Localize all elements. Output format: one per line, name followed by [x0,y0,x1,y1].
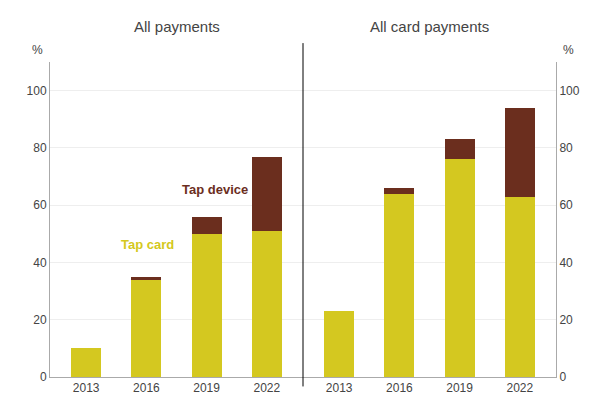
svg-text:60: 60 [559,198,573,212]
svg-text:2016: 2016 [133,381,160,395]
svg-text:2019: 2019 [446,381,473,395]
svg-text:0: 0 [40,370,47,384]
svg-text:0: 0 [559,370,566,384]
svg-text:2022: 2022 [254,381,281,395]
svg-text:Tap device: Tap device [182,182,248,197]
svg-text:100: 100 [27,84,47,98]
svg-text:2022: 2022 [507,381,534,395]
svg-text:20: 20 [559,313,573,327]
svg-text:%: % [32,43,43,57]
svg-text:80: 80 [33,141,47,155]
svg-text:2016: 2016 [386,381,413,395]
svg-text:40: 40 [559,256,573,270]
svg-text:Tap card: Tap card [121,237,174,252]
svg-text:2019: 2019 [193,381,220,395]
svg-text:40: 40 [33,256,47,270]
svg-text:80: 80 [559,141,573,155]
svg-text:All card payments: All card payments [370,18,489,35]
svg-text:20: 20 [33,313,47,327]
svg-text:2013: 2013 [326,381,353,395]
svg-text:All payments: All payments [134,18,220,35]
svg-text:100: 100 [559,84,579,98]
svg-text:2013: 2013 [73,381,100,395]
svg-text:%: % [563,43,574,57]
svg-text:60: 60 [33,198,47,212]
